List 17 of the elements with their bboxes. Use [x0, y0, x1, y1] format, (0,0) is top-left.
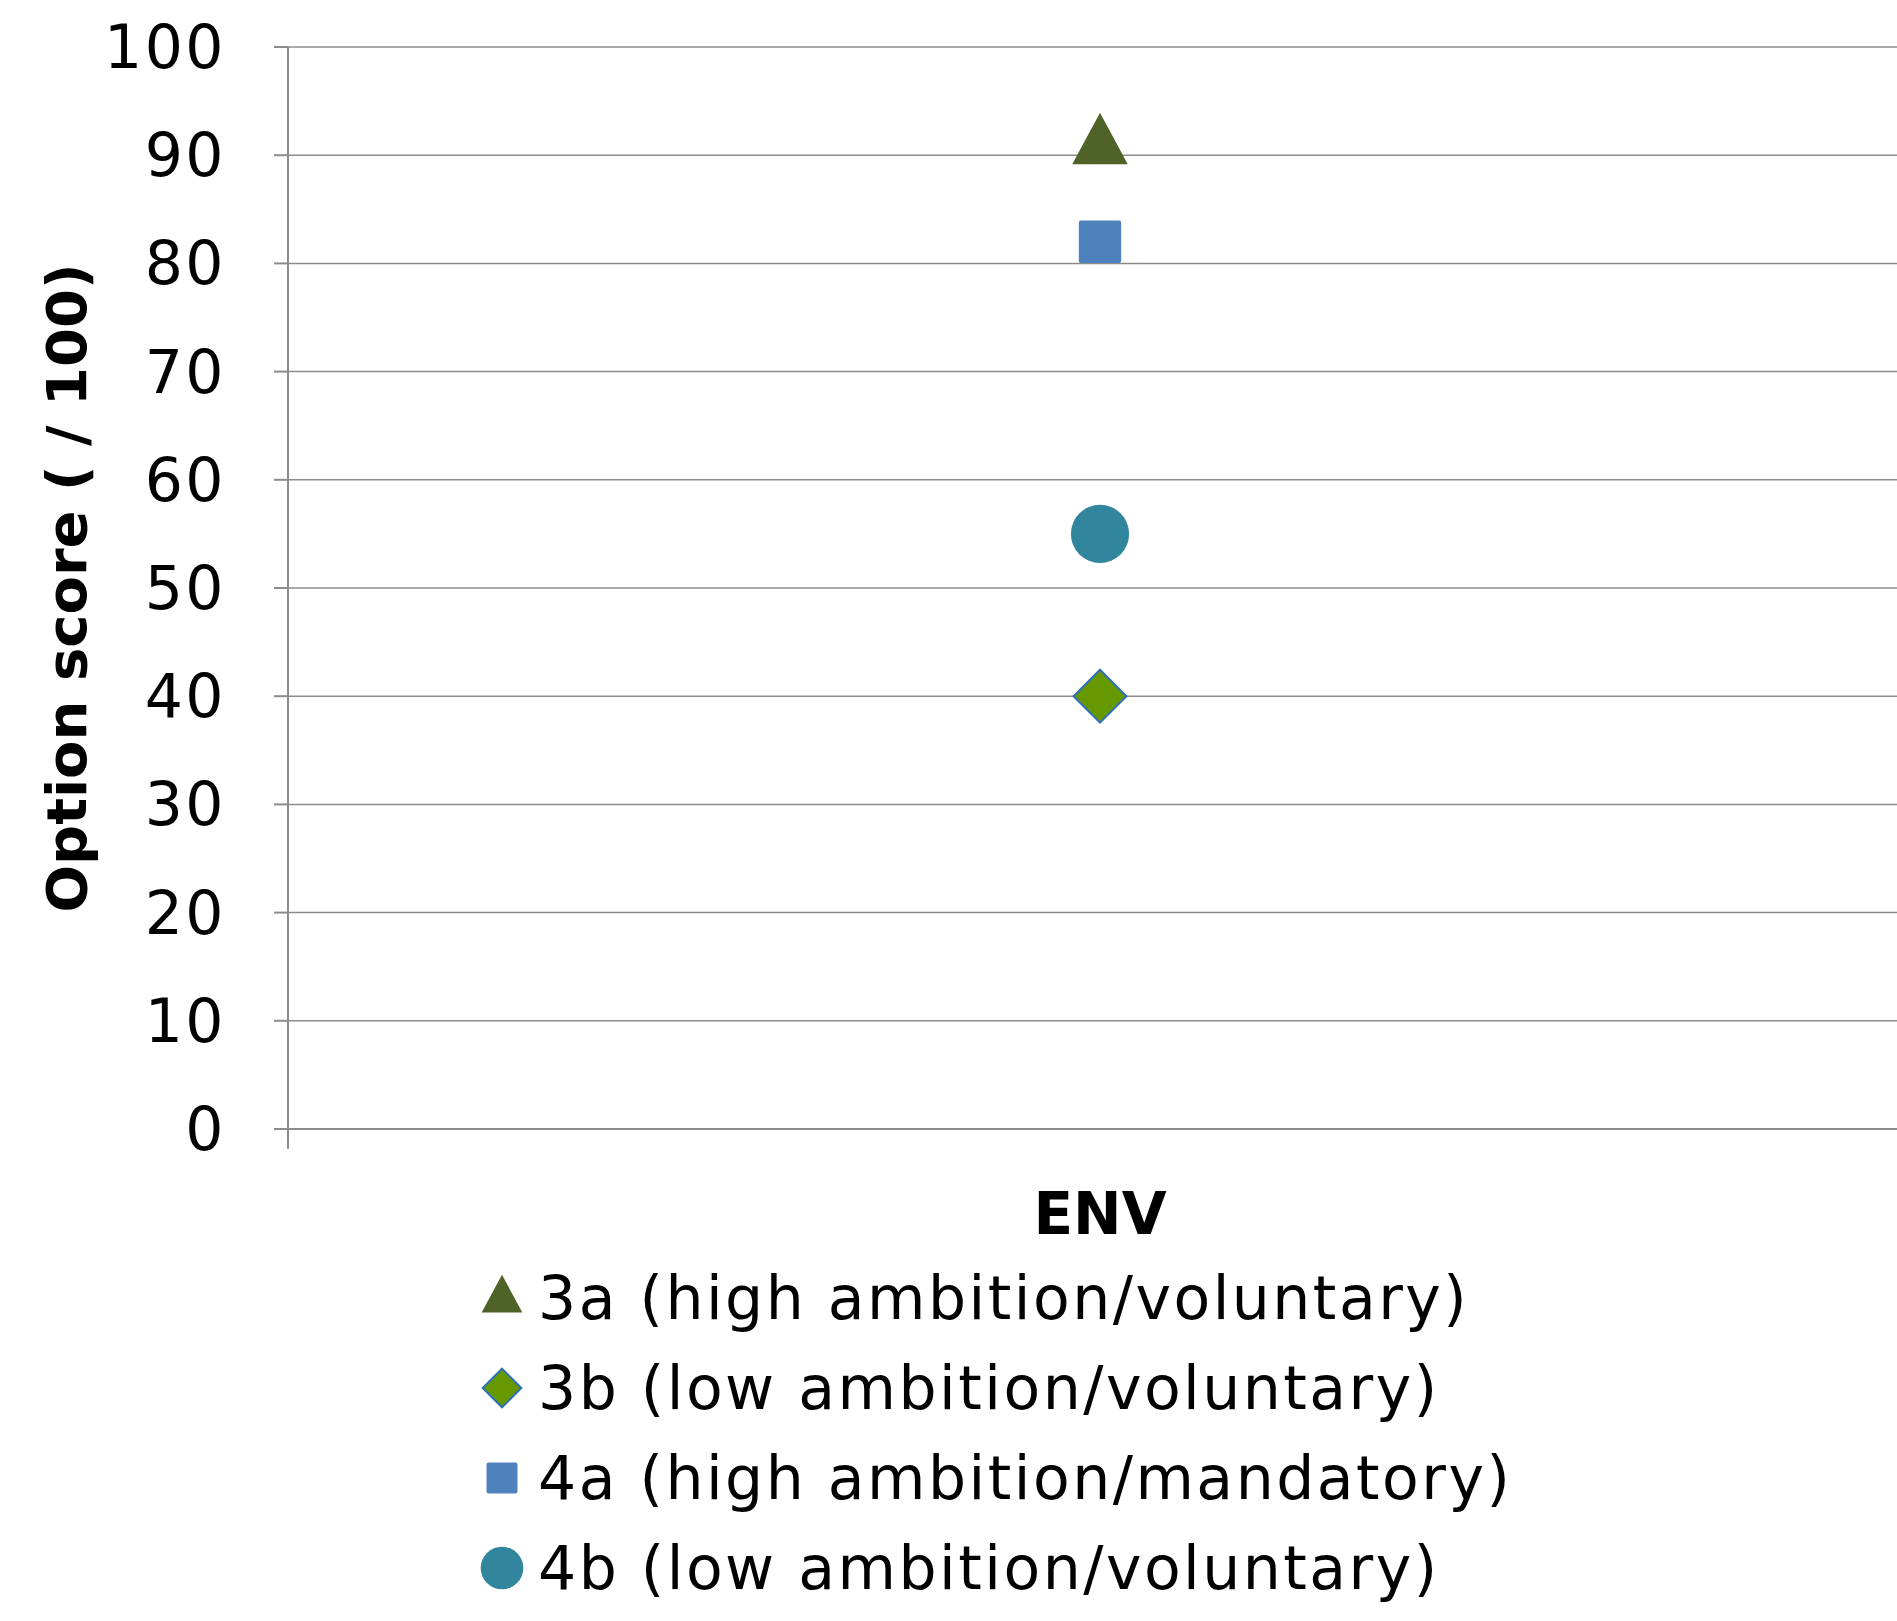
y-tick-label: 90	[144, 120, 226, 191]
y-tick-label: 40	[144, 661, 226, 732]
legend-label: 4a (high ambition/mandatory)	[538, 1443, 1513, 1513]
y-tick-label: 60	[144, 444, 226, 515]
x-tick-label: ENV	[1033, 1180, 1167, 1248]
y-tick-label: 0	[185, 1094, 226, 1164]
y-tick-label: 50	[144, 553, 226, 623]
y-tick-label: 20	[144, 877, 226, 948]
legend-label: 3b (low ambition/voluntary)	[538, 1353, 1440, 1423]
y-axis-title: Option score ( / 100)	[34, 263, 99, 913]
y-tick-label: 10	[144, 985, 226, 1056]
legend-label: 4b (low ambition/voluntary)	[538, 1533, 1440, 1603]
y-tick-label: 30	[144, 769, 226, 840]
y-tick-label: 70	[144, 336, 226, 407]
y-tick-label: 100	[103, 12, 226, 82]
y-tick-label: 80	[144, 228, 226, 299]
legend-label: 3a (high ambition/voluntary)	[538, 1263, 1470, 1333]
